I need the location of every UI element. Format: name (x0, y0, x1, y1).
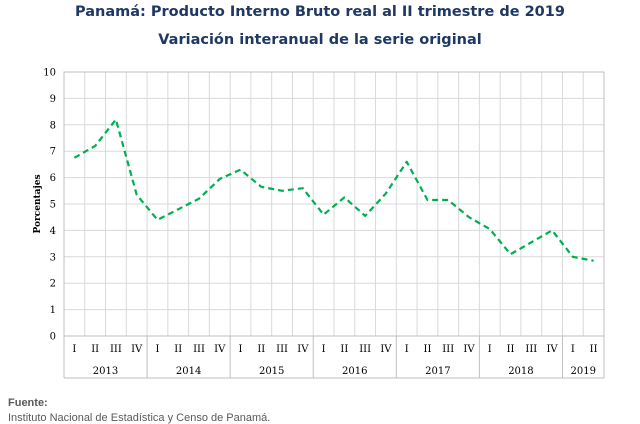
quarter-label: II (424, 344, 432, 355)
y-tick-label: 10 (43, 68, 56, 79)
chart-title: Panamá: Producto Interno Bruto real al I… (75, 4, 565, 20)
y-tick-label: 6 (50, 173, 56, 184)
quarter-label: I (488, 344, 492, 355)
y-tick-label: 3 (50, 252, 56, 263)
y-axis-label: Porcentajes (33, 174, 43, 233)
y-tick-label: 2 (50, 279, 56, 290)
y-axis-ticks: 0 1 2 3 4 5 6 7 8 9 10 (43, 68, 56, 343)
quarter-label: I (571, 344, 575, 355)
quarter-label: III (359, 344, 371, 355)
year-label: 2013 (93, 366, 118, 377)
plot-border (63, 71, 605, 337)
quarter-label: IV (380, 344, 392, 355)
quarter-label: II (340, 344, 348, 355)
chart-subtitle: Variación interanual de la serie origina… (158, 32, 482, 48)
quarter-label: III (193, 344, 205, 355)
quarter-label: II (507, 344, 515, 355)
y-tick-label: 9 (50, 94, 56, 105)
y-tick-label: 7 (50, 147, 56, 158)
quarter-label: IV (546, 344, 558, 355)
quarter-label: I (72, 344, 76, 355)
source-label: Fuente: (8, 397, 48, 409)
year-label: 2015 (259, 366, 284, 377)
year-label: 2019 (571, 366, 596, 377)
quarter-label: I (155, 344, 159, 355)
quarter-label: IV (214, 344, 226, 355)
y-tick-label: 0 (50, 332, 56, 343)
x-axis: I II III IV I II III IV I II III IV I II III IV I II III IV… (63, 336, 605, 379)
year-label: 2017 (425, 366, 450, 377)
quarter-label: II (257, 344, 265, 355)
quarter-label: III (276, 344, 288, 355)
quarter-label: III (442, 344, 454, 355)
quarter-label: IV (297, 344, 309, 355)
series-line (73, 118, 594, 262)
series-line-path (73, 118, 594, 262)
quarter-label: IV (463, 344, 475, 355)
year-label: 2018 (508, 366, 533, 377)
quarter-label: I (405, 344, 409, 355)
quarter-label: III (525, 344, 537, 355)
quarter-label: III (110, 344, 122, 355)
y-tick-label: 5 (50, 200, 56, 211)
year-label: 2016 (342, 366, 367, 377)
quarter-label: IV (131, 344, 143, 355)
quarter-label: II (590, 344, 598, 355)
grid-lines (63, 71, 605, 337)
quarter-label: I (322, 344, 326, 355)
year-label: 2014 (176, 366, 201, 377)
quarter-label: I (239, 344, 243, 355)
y-tick-label: 4 (50, 226, 56, 237)
source-text: Instituto Nacional de Estadística y Cens… (8, 412, 271, 424)
y-tick-label: 8 (50, 120, 56, 131)
quarter-label: II (174, 344, 182, 355)
y-tick-label: 1 (50, 305, 56, 316)
quarter-label: II (91, 344, 99, 355)
